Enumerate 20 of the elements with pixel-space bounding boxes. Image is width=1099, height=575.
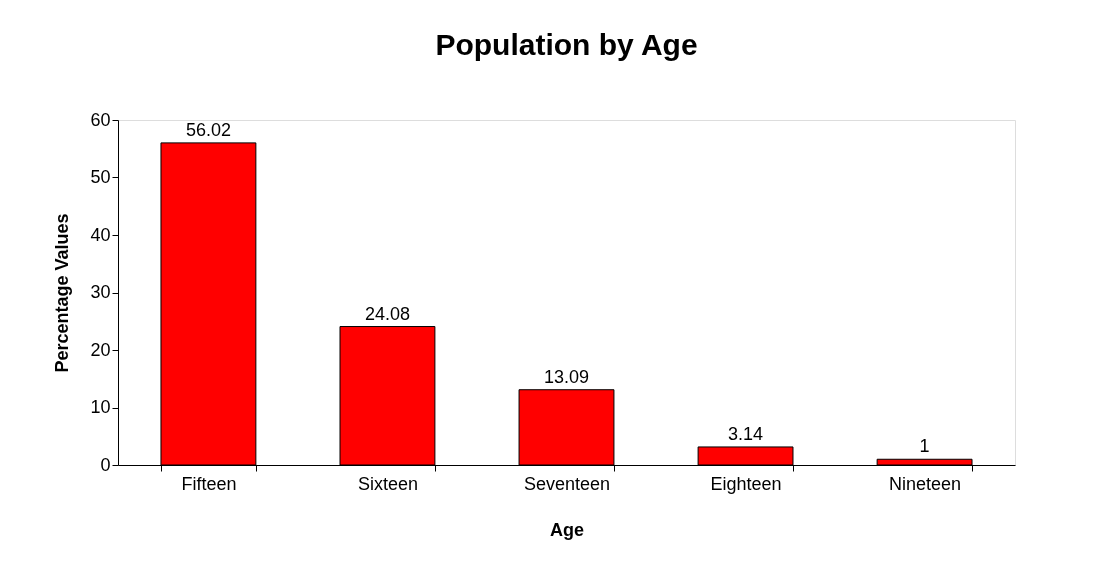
data-label: 24.08 (364, 303, 410, 324)
x-tick-label: Nineteen (889, 473, 962, 494)
chart-title: Population by Age (435, 28, 698, 61)
y-tick-label: 20 (90, 339, 111, 360)
y-tick-label: 50 (90, 167, 111, 187)
y-tick-label: 60 (90, 109, 111, 130)
x-tick-label: Eighteen (710, 473, 782, 494)
data-label: 1 (919, 436, 930, 457)
x-tick-label: Fifteen (181, 473, 237, 494)
y-tick-label: 40 (90, 224, 111, 245)
y-axis-title: Percentage Values (52, 213, 73, 373)
x-tick-label: Sixteen (357, 473, 418, 494)
data-label: 13.09 (543, 366, 590, 387)
y-tick-label: 0 (100, 454, 111, 475)
data-label: 3.14 (728, 423, 764, 444)
data-label: 56.02 (185, 119, 231, 140)
y-tick-label: 30 (90, 282, 111, 302)
x-tick-label: Seventeen (523, 473, 611, 494)
y-tick-label: 10 (90, 397, 111, 417)
x-axis-title: Age (549, 519, 585, 540)
